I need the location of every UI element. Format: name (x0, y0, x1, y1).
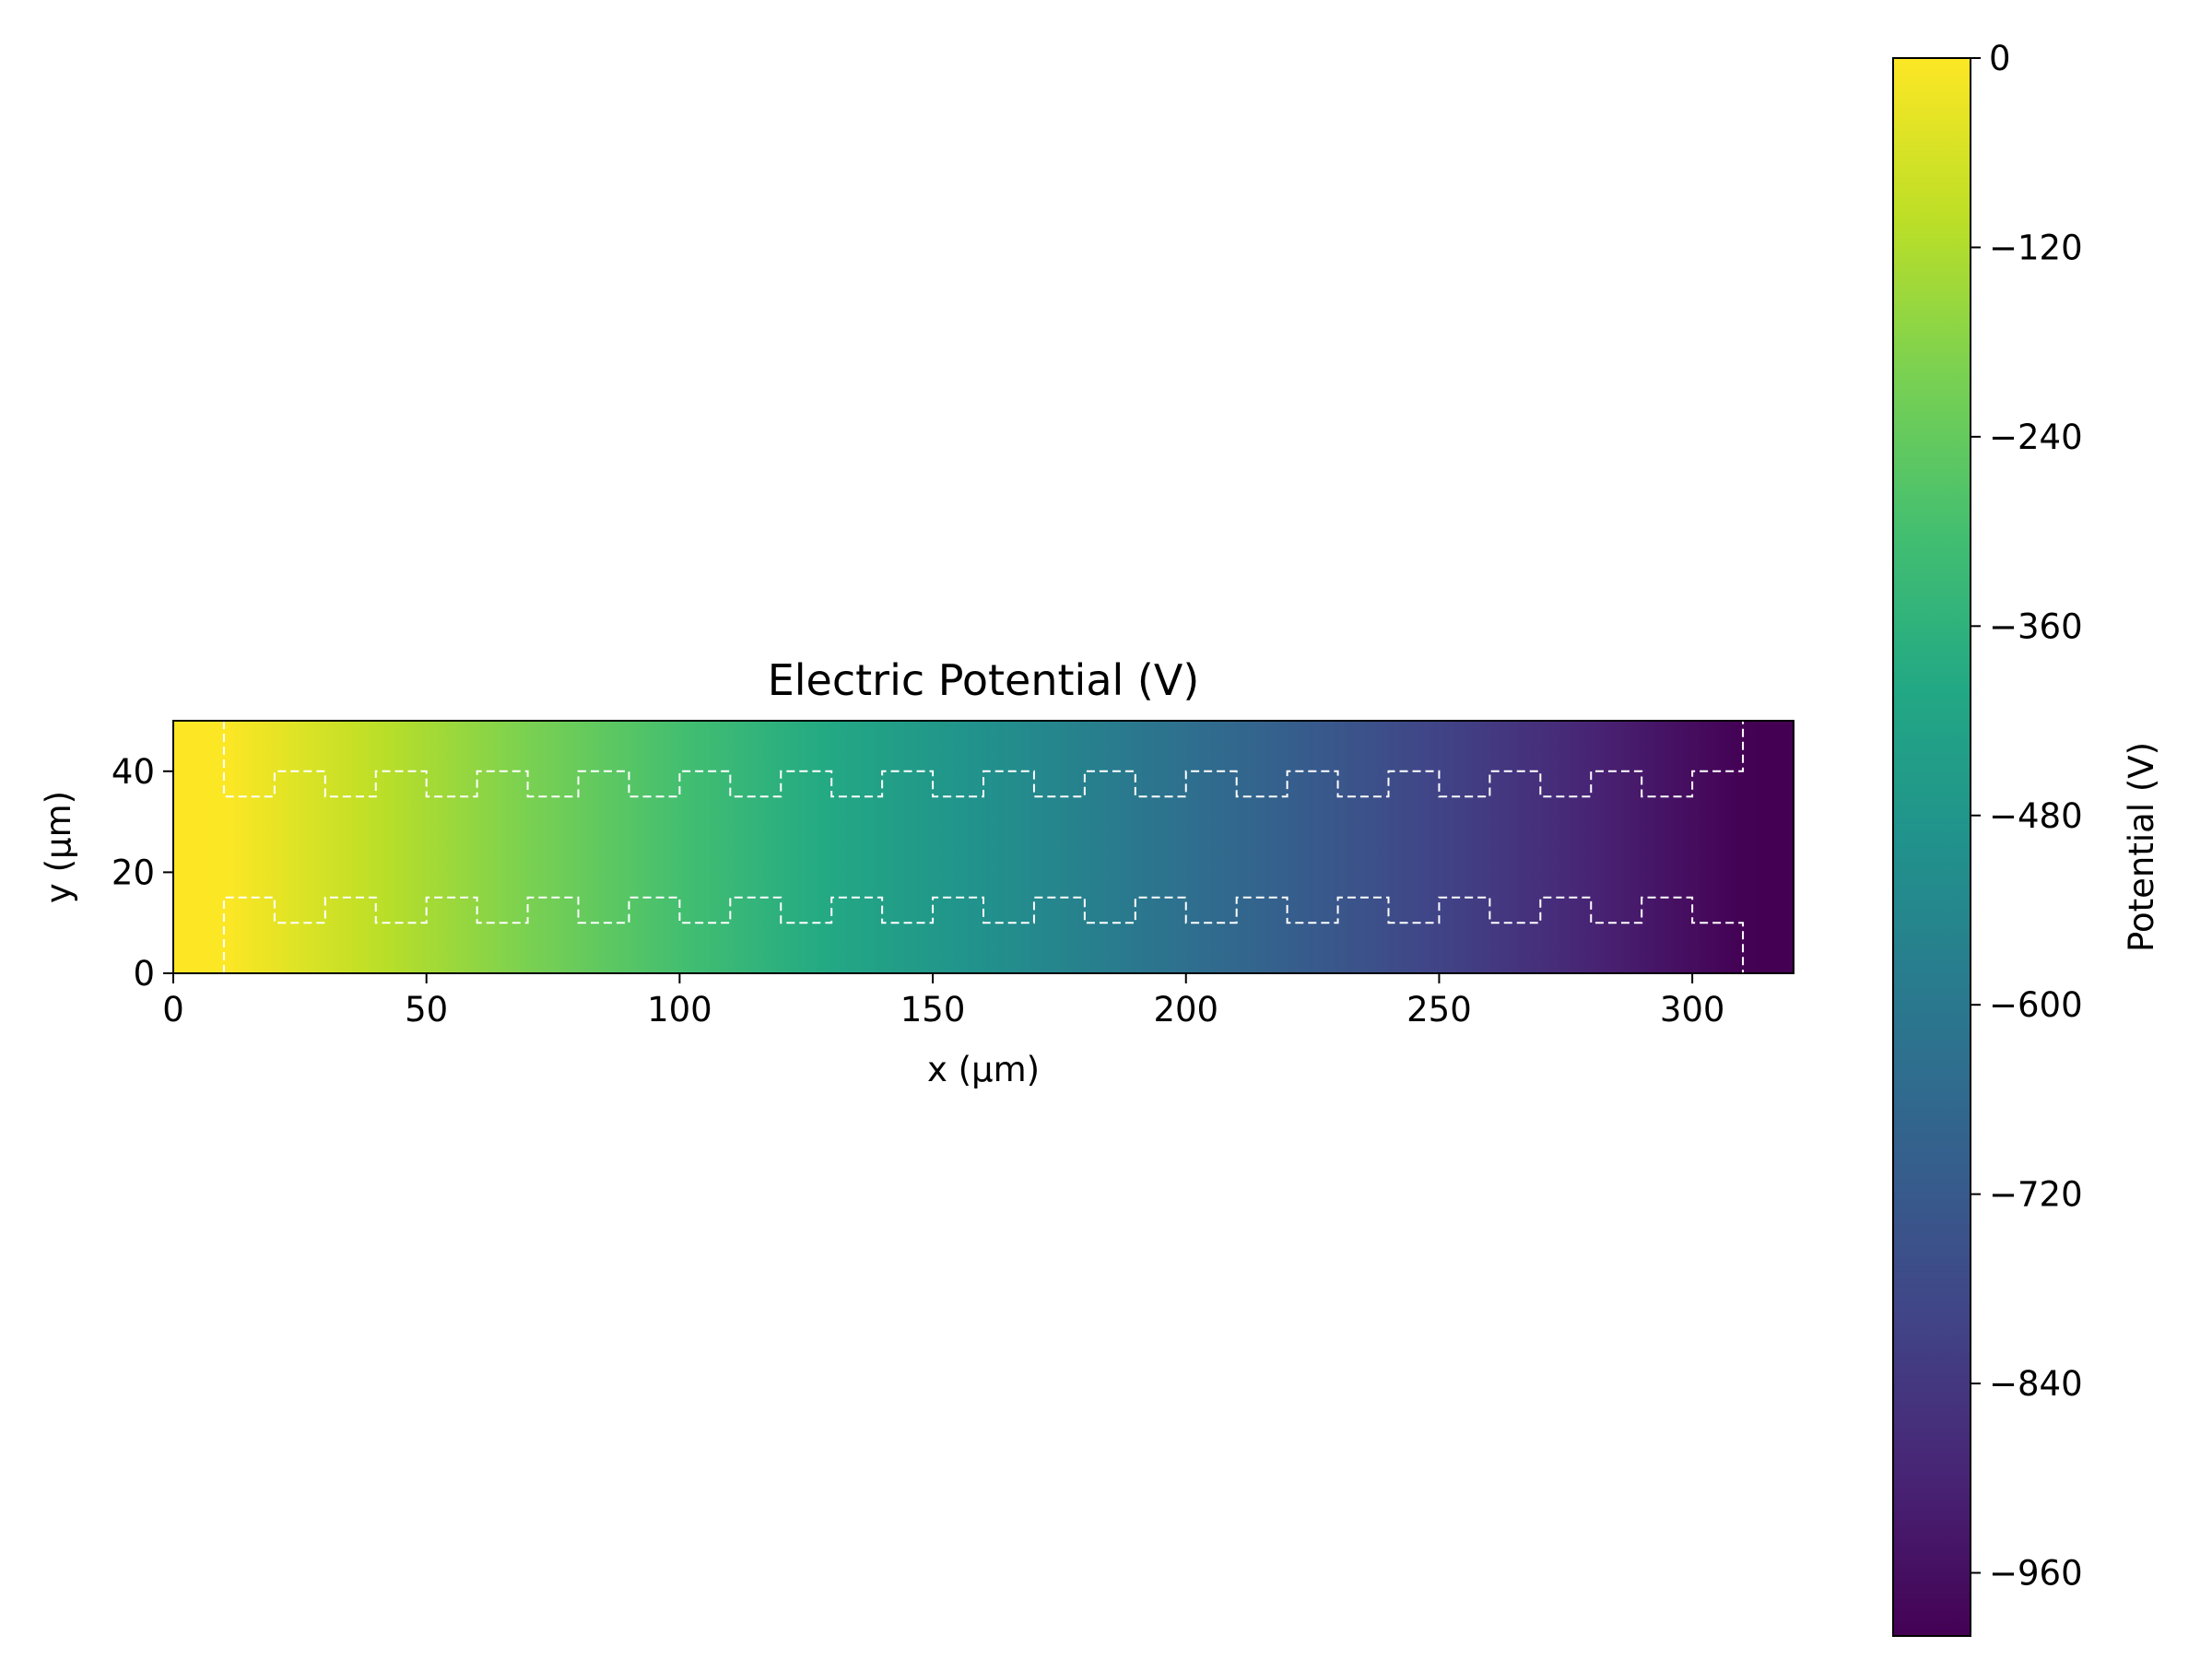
x-tick-label: 300 (1660, 990, 1725, 1030)
x-tick-label: 150 (900, 990, 966, 1030)
y-tick-label: 40 (112, 752, 155, 792)
colorbar-ticks: 0 −120 −240 −360 −480 −600 −720 −840 −960 (1971, 39, 2083, 1594)
colorbar-fill (1893, 58, 1971, 1636)
colorbar-frame (1892, 57, 1971, 1637)
colorbar-label: Potential (V) (2122, 742, 2161, 952)
channel-top-wall-outline (222, 721, 1745, 798)
potential-field (173, 721, 1794, 973)
y-axis-ticks: 0 20 40 (112, 752, 173, 994)
colorbar-tick-label: 0 (1989, 39, 2011, 78)
y-tick-label: 20 (112, 853, 155, 892)
x-tick-label: 250 (1406, 990, 1472, 1030)
x-tick-label: 50 (405, 990, 448, 1030)
x-axis-label: x (µm) (927, 1050, 1040, 1089)
x-tick-label: 200 (1153, 990, 1218, 1030)
colorbar-tick-label: −120 (1989, 228, 2083, 267)
colorbar-tick-label: −360 (1989, 606, 2083, 646)
colorbar-tick-label: −480 (1989, 796, 2083, 836)
plot-title: Electric Potential (V) (768, 655, 1200, 705)
plot-frame (172, 720, 1794, 974)
main-plot: Electric Potential (V) 0 50 100 150 200 250 30… (39, 655, 1794, 1089)
x-tick-label: 100 (647, 990, 712, 1030)
channel-bottom-wall-outline (222, 896, 1745, 973)
colorbar: 0 −120 −240 −360 −480 −600 −720 −840 −960 Potent… (1892, 39, 2161, 1637)
x-axis-ticks: 0 50 100 150 200 250 300 (162, 973, 1724, 1030)
x-tick-label: 0 (162, 990, 184, 1030)
colorbar-tick-label: −240 (1989, 418, 2083, 457)
colorbar-tick-label: −600 (1989, 985, 2083, 1025)
colorbar-tick-label: −720 (1989, 1175, 2083, 1215)
y-axis-label: y (µm) (39, 791, 78, 903)
colorbar-tick-label: −960 (1989, 1554, 2083, 1594)
y-tick-label: 0 (133, 954, 155, 994)
colorbar-tick-label: −840 (1989, 1364, 2083, 1404)
